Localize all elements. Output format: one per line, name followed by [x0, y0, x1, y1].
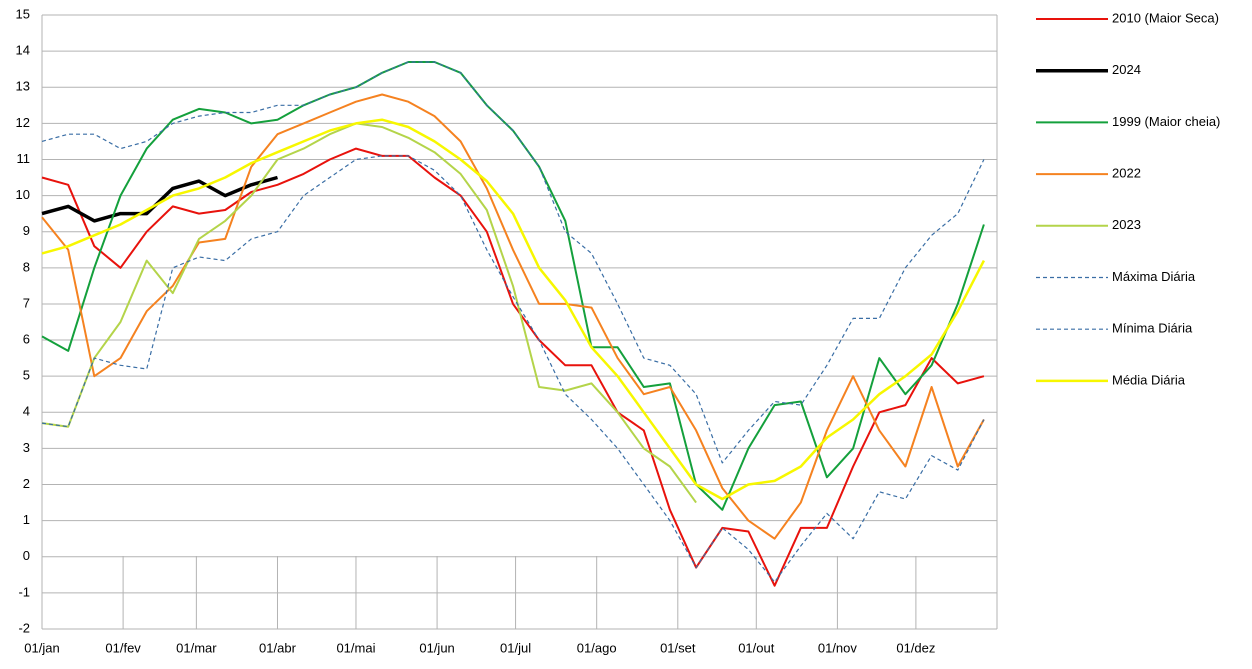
legend-label: Máxima Diária [1112, 269, 1196, 284]
y-tick-label: -1 [18, 584, 30, 599]
y-tick-label: 5 [23, 368, 30, 383]
series-line [41, 155, 985, 583]
legend-label: 1999 (Maior cheia) [1112, 114, 1220, 129]
legend-label: Média Diária [1112, 372, 1186, 387]
legend-label: 2023 [1112, 217, 1141, 232]
x-tick-label: 01/nov [818, 640, 858, 655]
series-line [41, 147, 985, 587]
x-tick-label: 01/out [738, 640, 775, 655]
y-tick-label: 8 [23, 259, 30, 274]
y-tick-label: 6 [23, 331, 30, 346]
x-tick-label: 01/abr [259, 640, 297, 655]
legend-label: 2010 (Maior Seca) [1112, 10, 1219, 25]
x-tick-label: 01/mar [176, 640, 217, 655]
y-tick-label: 15 [16, 6, 30, 21]
x-tick-label: 01/dez [896, 640, 935, 655]
series-line [41, 175, 278, 223]
y-tick-label: -2 [18, 620, 30, 635]
y-tick-label: 14 [16, 43, 30, 58]
legend-label: Mínima Diária [1112, 321, 1193, 336]
y-tick-label: 9 [23, 223, 30, 238]
y-tick-label: 7 [23, 295, 30, 310]
x-tick-label: 01/ago [577, 640, 617, 655]
x-tick-label: 01/fev [105, 640, 141, 655]
series-line [41, 93, 985, 540]
y-tick-label: 2 [23, 476, 30, 491]
y-tick-label: 3 [23, 440, 30, 455]
y-tick-label: 4 [23, 404, 30, 419]
x-tick-label: 01/jul [500, 640, 531, 655]
legend-label: 2024 [1112, 62, 1141, 77]
x-tick-label: 01/mai [336, 640, 375, 655]
y-tick-label: 12 [16, 115, 30, 130]
series-line [41, 122, 697, 504]
x-tick-label: 01/jan [24, 640, 59, 655]
x-tick-label: 01/set [660, 640, 696, 655]
y-tick-label: 0 [23, 548, 30, 563]
y-tick-label: 11 [17, 151, 31, 166]
y-tick-label: 10 [16, 187, 30, 202]
y-tick-label: 1 [23, 512, 30, 527]
y-tick-label: 13 [16, 79, 30, 94]
legend-label: 2022 [1112, 166, 1141, 181]
x-tick-label: 01/jun [419, 640, 454, 655]
series-line [41, 118, 986, 501]
series-line [41, 61, 985, 464]
